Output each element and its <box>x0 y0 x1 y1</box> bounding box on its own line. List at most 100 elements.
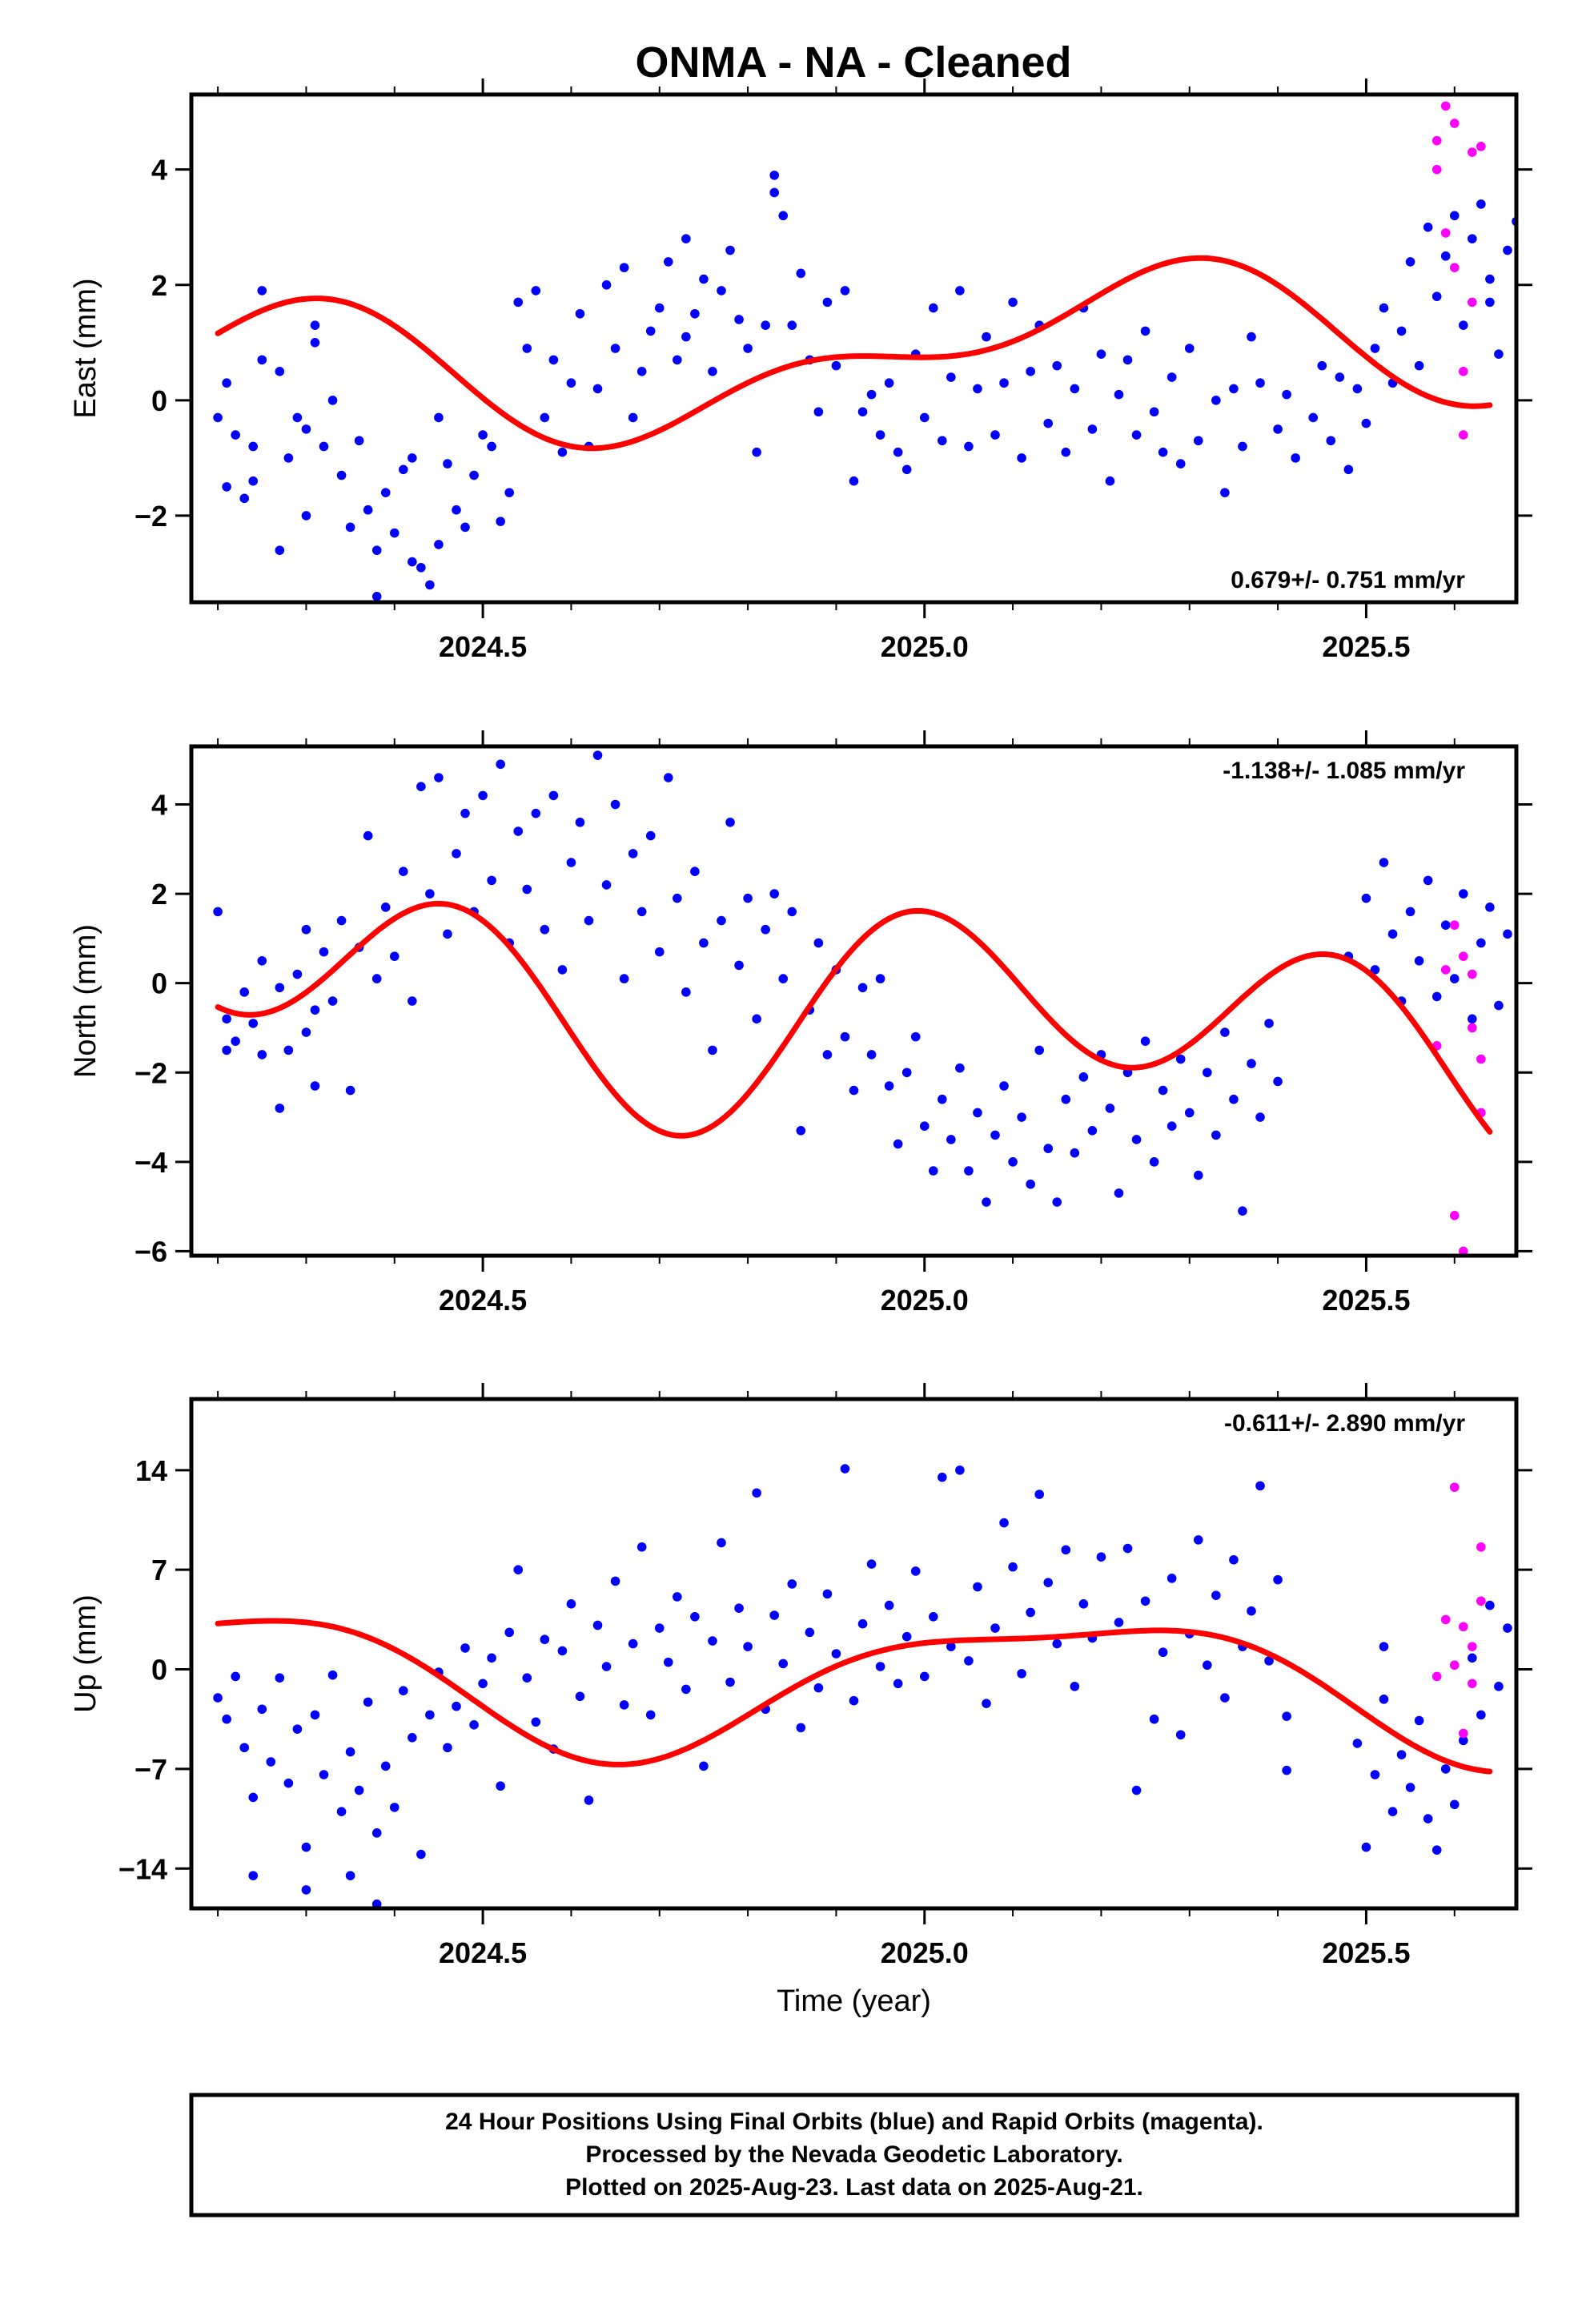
final-orbit-point <box>222 1014 231 1024</box>
final-orbit-point <box>1194 436 1203 446</box>
final-orbit-point <box>1449 1799 1460 1810</box>
final-orbit-point <box>875 1662 885 1671</box>
final-orbit-point <box>1449 974 1460 983</box>
final-orbit-point <box>416 562 426 573</box>
final-orbit-point <box>601 1662 612 1671</box>
final-orbit-point <box>866 389 877 400</box>
final-orbit-point <box>1485 297 1495 308</box>
final-orbit-point <box>1158 1647 1168 1658</box>
final-orbit-point <box>1220 1693 1230 1703</box>
final-orbit-point <box>645 830 656 841</box>
rapid-orbit-point <box>1476 1596 1486 1606</box>
final-orbit-point <box>619 263 629 272</box>
final-orbit-point <box>248 441 259 452</box>
north-panel: 2024.5 2025.0 2025.5 −6 −4 −2 0 2 4 North (mm) -1.… <box>69 730 1532 1317</box>
final-orbit-point <box>248 1019 259 1028</box>
chart-title: ONMA - NA - Cleaned <box>635 38 1071 86</box>
final-orbit-point <box>1273 424 1283 434</box>
final-orbit-point <box>955 1063 965 1073</box>
final-orbit-point <box>628 849 638 858</box>
plot-area <box>213 750 1512 1256</box>
final-orbit-point <box>575 818 585 827</box>
final-orbit-point <box>231 1671 240 1682</box>
final-orbit-point <box>628 412 638 423</box>
plot-frame <box>189 1397 1519 1911</box>
final-orbit-point <box>849 1695 859 1706</box>
final-orbit-point <box>443 929 452 939</box>
final-orbit-point <box>416 1849 426 1860</box>
final-orbit-point <box>769 187 779 198</box>
final-orbit-point <box>1414 955 1424 966</box>
final-orbit-point <box>1494 349 1504 360</box>
final-orbit-point <box>840 1464 850 1474</box>
final-orbit-point <box>213 1693 223 1703</box>
final-orbit-point <box>389 951 400 962</box>
final-orbit-point <box>1149 1157 1159 1167</box>
final-orbit-point <box>938 1094 947 1104</box>
final-orbit-point <box>301 924 311 935</box>
final-orbit-point <box>1052 360 1062 371</box>
final-orbit-point <box>1468 1014 1477 1024</box>
final-orbit-point <box>487 875 496 886</box>
final-orbit-point <box>301 1885 311 1895</box>
final-orbit-point <box>619 974 629 983</box>
final-orbit-point <box>319 441 329 452</box>
final-orbit-point <box>973 1582 982 1592</box>
rapid-orbit-point <box>1468 147 1477 157</box>
final-orbit-point <box>717 286 726 296</box>
final-orbit-point <box>1131 1785 1142 1795</box>
final-orbit-point <box>327 396 338 405</box>
final-orbit-point <box>866 1559 877 1569</box>
final-orbit-point <box>1255 378 1265 388</box>
rapid-orbit-point <box>1449 1210 1460 1220</box>
final-orbit-point <box>1140 1036 1150 1047</box>
final-orbit-point <box>1026 1607 1035 1618</box>
final-orbit-point <box>1043 1578 1054 1587</box>
model-fit-line <box>215 900 1493 1139</box>
final-orbit-point <box>380 1761 391 1771</box>
final-orbit-point <box>1503 1623 1512 1633</box>
x-tick-label: 2025.5 <box>1322 1936 1410 1969</box>
plot-frame <box>189 92 1519 605</box>
final-orbit-point <box>645 1710 656 1720</box>
final-orbit-point <box>778 974 789 983</box>
final-orbit-point <box>319 1770 329 1779</box>
final-orbit-point <box>1387 929 1398 939</box>
y-tick-label: 4 <box>151 154 167 187</box>
final-orbit-point <box>1361 893 1371 903</box>
final-orbit-point <box>813 1683 824 1693</box>
rapid-orbit-point <box>1476 1054 1486 1064</box>
final-orbit-point <box>1166 372 1177 382</box>
final-orbit-point <box>708 1636 717 1646</box>
final-orbit-point <box>540 924 550 935</box>
final-orbit-point <box>504 1627 514 1638</box>
y-tick-label: 0 <box>151 1654 167 1687</box>
final-orbit-point <box>213 907 223 917</box>
final-orbit-point <box>1247 1059 1256 1068</box>
final-orbit-point <box>1026 367 1035 376</box>
final-orbit-point <box>460 808 470 818</box>
final-orbit-point <box>699 1761 709 1771</box>
x-axis-label: Time (year) <box>777 1984 931 2018</box>
final-orbit-point <box>673 1592 682 1602</box>
rapid-orbit-point <box>1468 969 1477 979</box>
final-orbit-point <box>849 1085 859 1096</box>
final-orbit-point <box>239 493 250 504</box>
rapid-orbit-point <box>1459 1622 1468 1632</box>
final-orbit-point <box>1440 251 1451 261</box>
final-orbit-point <box>699 938 709 948</box>
final-orbit-point <box>796 1125 806 1136</box>
final-orbit-point <box>813 407 824 417</box>
final-orbit-point <box>831 360 841 371</box>
final-orbit-point <box>1043 1144 1054 1153</box>
final-orbit-point <box>1431 991 1442 1002</box>
final-orbit-point <box>469 1720 479 1730</box>
final-orbit-point <box>717 1538 726 1548</box>
final-orbit-point <box>336 915 347 926</box>
velocity-label: 0.679+/- 0.751 mm/yr <box>1231 567 1465 593</box>
x-tick-label: 2025.5 <box>1322 630 1410 663</box>
final-orbit-point <box>1476 199 1486 209</box>
final-orbit-point <box>257 955 267 966</box>
final-orbit-point <box>292 969 303 979</box>
